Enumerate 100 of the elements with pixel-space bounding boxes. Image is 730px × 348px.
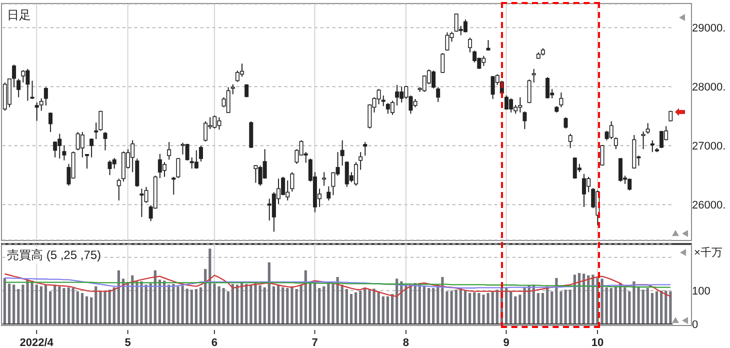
candlestick (390, 100, 394, 116)
bar (231, 284, 234, 324)
bar (432, 288, 435, 324)
bar (628, 291, 631, 324)
candlestick (167, 142, 172, 160)
candlestick (194, 150, 198, 170)
candlestick (546, 76, 550, 99)
line-series (4, 273, 672, 297)
candlestick (641, 130, 646, 150)
candlestick (16, 78, 21, 98)
candlestick (614, 136, 618, 150)
bar (536, 293, 540, 324)
candlestick (90, 138, 94, 158)
candlestick (39, 98, 44, 112)
candlestick (30, 80, 34, 100)
bar (354, 292, 358, 324)
y-tick-label: 0 (692, 319, 698, 331)
candlestick (176, 157, 180, 179)
bar (272, 286, 276, 324)
candlestick (204, 120, 208, 142)
x-tick-label: 10 (591, 337, 604, 348)
candlestick (230, 84, 235, 95)
bar (550, 291, 554, 324)
candlestick (198, 145, 203, 162)
chart-title: 日足 (7, 7, 31, 24)
bar (49, 291, 52, 324)
bar (12, 284, 16, 324)
bar (359, 290, 362, 324)
candlestick (103, 132, 108, 151)
bar (304, 270, 307, 324)
bar (204, 269, 207, 324)
bar (564, 290, 567, 324)
candlestick (522, 110, 527, 130)
bar (76, 291, 79, 324)
candlestick (468, 37, 472, 53)
y-tick-label: 28000. (692, 82, 726, 94)
bar (112, 287, 116, 324)
candlestick (244, 84, 249, 98)
bar (263, 287, 266, 324)
bar (35, 284, 38, 324)
bar (468, 293, 472, 324)
bar (245, 284, 248, 324)
x-tick-label: 9 (503, 337, 510, 348)
candlestick (326, 186, 331, 201)
candlestick (290, 172, 294, 192)
candlestick (340, 140, 344, 166)
bar (541, 293, 544, 324)
bar (573, 274, 576, 324)
bar (140, 281, 143, 324)
bar (149, 283, 152, 324)
bar (254, 283, 257, 324)
bar (172, 284, 175, 324)
bar (58, 286, 61, 324)
bar (646, 288, 649, 324)
bar (454, 290, 458, 324)
bar (568, 290, 572, 324)
candlestick (650, 140, 654, 153)
bar (642, 290, 644, 324)
bar (108, 290, 111, 324)
bar (510, 291, 512, 324)
bar (582, 274, 586, 324)
bar (578, 273, 581, 324)
bar (473, 292, 476, 324)
candlestick (395, 84, 400, 106)
bar (650, 293, 654, 324)
bar (268, 262, 270, 324)
bar (340, 284, 344, 324)
bar (190, 290, 193, 324)
bar (610, 288, 612, 324)
candlestick (80, 132, 84, 158)
candlestick (609, 120, 614, 140)
candlestick (21, 70, 26, 83)
bar (377, 291, 380, 324)
bar (496, 290, 498, 324)
bar (17, 289, 20, 324)
bar (555, 278, 558, 324)
bar (26, 280, 29, 324)
y-tick-label: 26000. (692, 200, 726, 212)
candlestick (381, 94, 386, 107)
bar (459, 288, 462, 324)
chart-title: 売買高 (5 ,25 ,75) (7, 247, 102, 264)
x-tick-label: 7 (312, 337, 318, 348)
bar (313, 282, 316, 324)
candlestick (116, 178, 121, 201)
candlestick (532, 68, 536, 83)
bar (22, 284, 24, 324)
bar (464, 290, 467, 324)
candlestick (463, 18, 468, 33)
bar (345, 289, 348, 324)
y-axis-title: ×千万 (694, 246, 722, 260)
bar (364, 288, 366, 324)
bar (300, 284, 302, 324)
candlestick (172, 176, 176, 196)
bar (30, 280, 34, 324)
bar (560, 291, 562, 324)
y-tick-label: 27000. (692, 140, 726, 153)
bar (8, 284, 11, 324)
bar (614, 286, 618, 324)
candlestick (436, 86, 440, 102)
bar (450, 290, 453, 324)
